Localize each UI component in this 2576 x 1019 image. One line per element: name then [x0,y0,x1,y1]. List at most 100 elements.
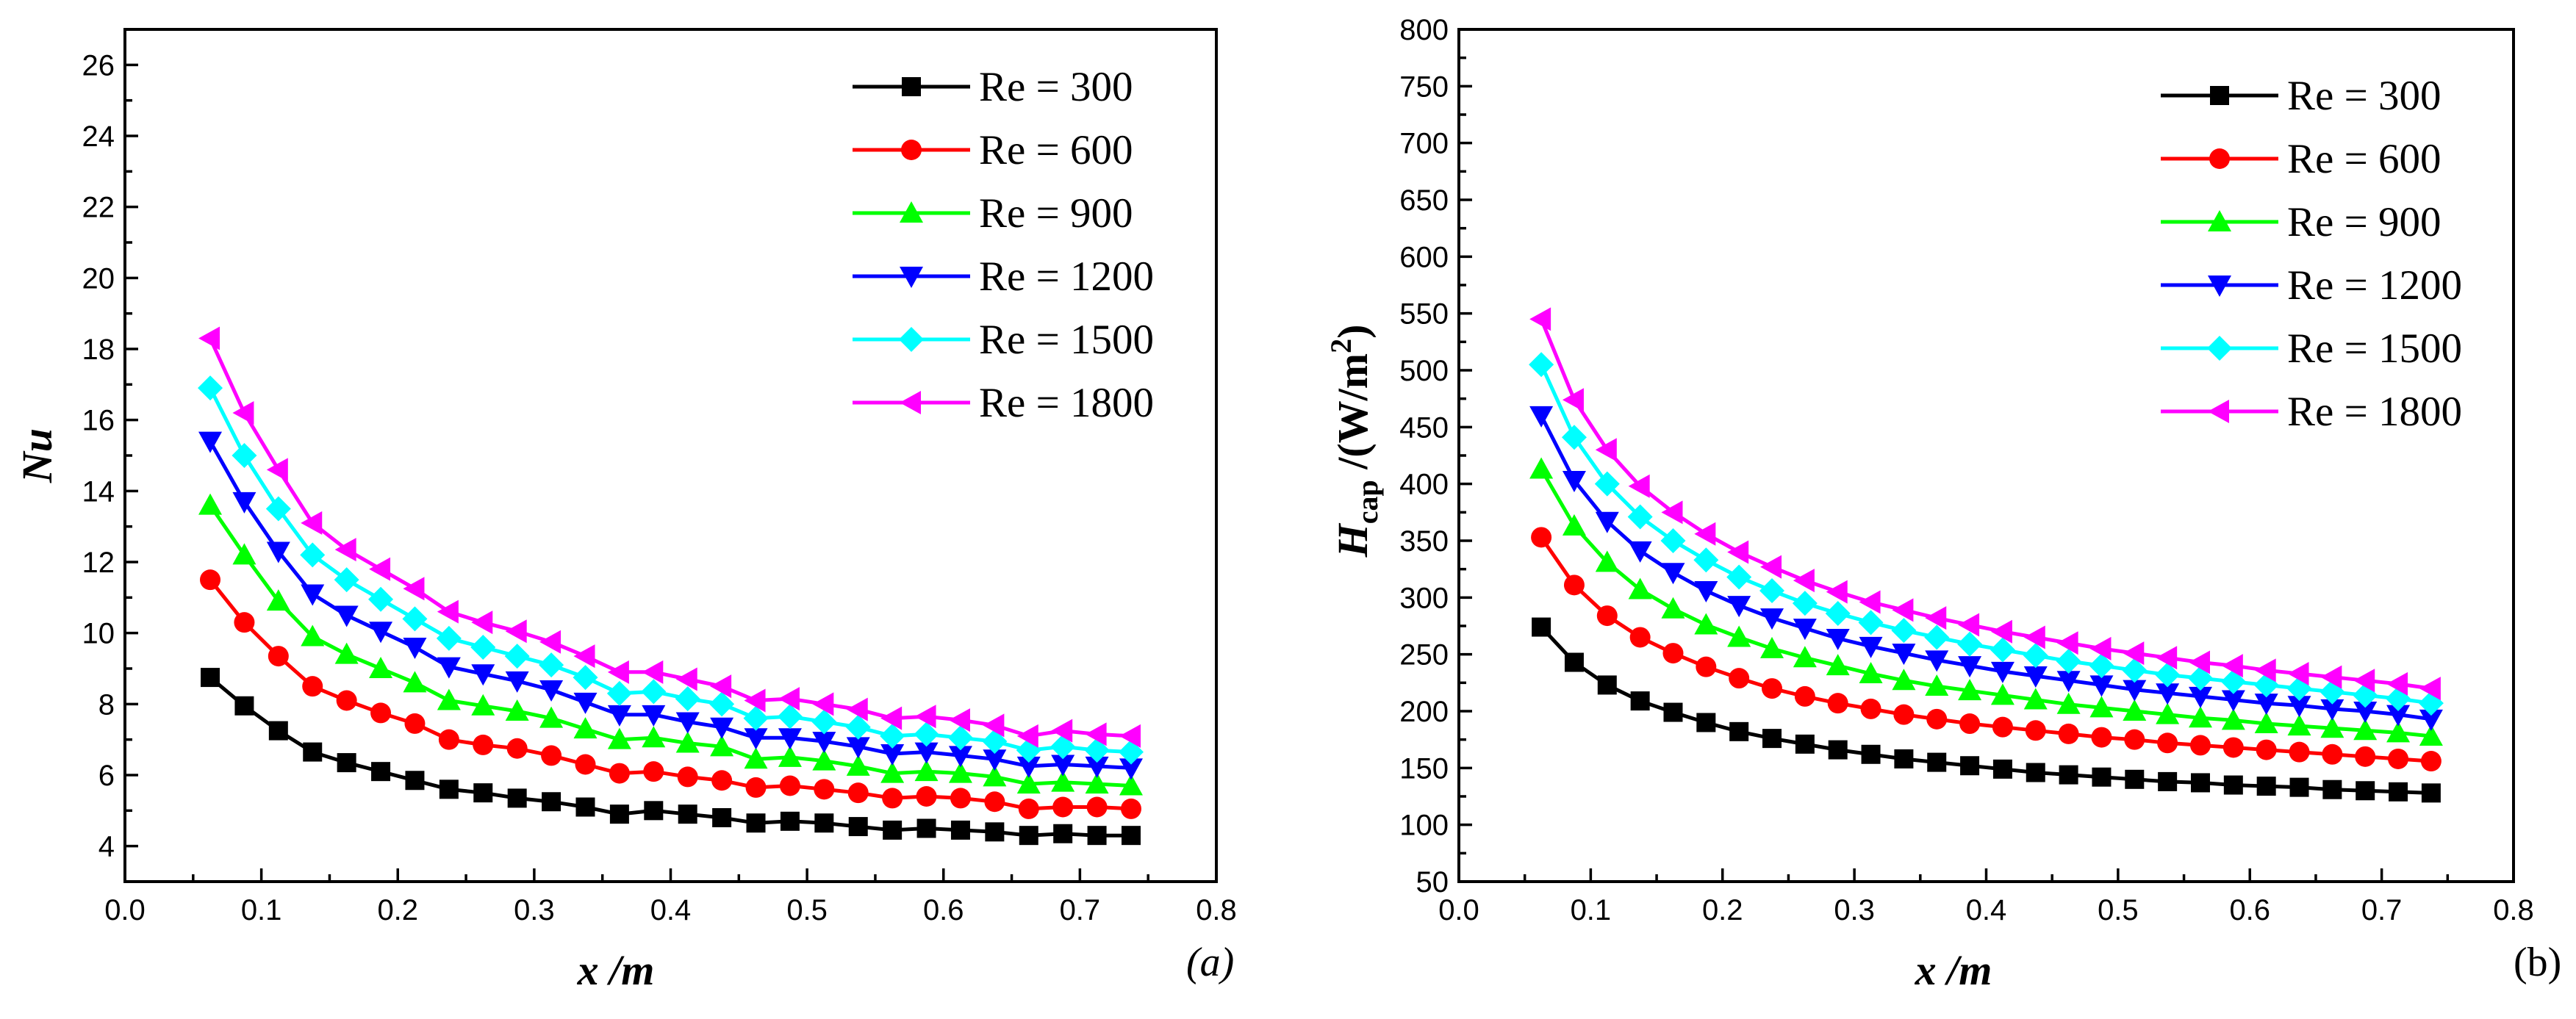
panel-b-data-point [1726,564,1752,590]
panel-a-legend-label: Re = 1800 [979,380,1154,426]
panel-b-data-point [2419,677,2441,701]
panel-b-data-point [1661,500,1683,525]
panel-b-data-point [1661,597,1685,619]
panel-a-data-point [470,635,496,660]
panel-b-legend-marker [2207,336,2232,361]
panel-b-data-point [2056,692,2081,714]
panel-a-data-point [200,569,221,591]
panel-b-data-point [2322,743,2343,765]
panel-b-data-point [1595,511,1619,533]
panel-a-data-point [266,458,288,482]
panel-a-data-point [573,717,598,739]
panel-b-data-point [1662,643,1684,664]
panel-a-x-tick-label: 0.3 [514,894,555,926]
panel-a-data-point [642,705,666,727]
panel-b-data-point [2056,671,2081,693]
panel-b-data-point [1729,721,1749,741]
panel-b-data-point [1958,613,1980,637]
panel-b-data-point [1959,713,1981,735]
panel-b-x-tick-label: 0.6 [2229,894,2270,926]
panel-b-data-point [2254,694,2278,716]
panel-b-x-axis-title: x /m [1915,946,1992,994]
panel-a-x-tick-label: 0.7 [1060,894,1101,926]
panel-a-data-point [778,687,800,711]
panel-a-data-point [1051,719,1073,743]
panel-b-label: (b) [2514,940,2561,985]
panel-a-data-point [845,714,871,740]
panel-b-legend-marker [2208,400,2229,423]
panel-a-data-point [369,657,393,678]
panel-b-x-tick-label: 0.8 [2493,894,2534,926]
panel-a-data-point [641,679,667,705]
panel-b-data-point [1760,555,1782,579]
panel-b-data-point [1826,654,1850,676]
panel-a-data-point [711,770,733,791]
panel-b-data-point [1628,474,1650,498]
panel-b-data-point [2188,706,2212,728]
panel-b-data-point [1828,740,1848,760]
panel-b-data-point [2190,773,2210,793]
panel-a-data-point [948,708,970,732]
panel-a-data-point [573,692,598,714]
panel-b-data-point [1795,734,1815,754]
panel-b-data-point [2089,696,2114,718]
panel-a-data-point [403,671,427,693]
panel-b-data-point [1561,425,1587,450]
panel-b-data-point [1992,759,2012,779]
panel-b-y-tick-label: 100 [1399,810,1449,842]
panel-b-series-line [1540,625,2431,795]
panel-b-data-point [1826,629,1850,651]
panel-a-data-point [678,804,697,824]
panel-b-plot-area: 0.0 0.1 0.2 0.3 0.4 0.5 0.6 0.7 0.8 50 100 150 200 25… [1399,14,2534,926]
panel-b-y-tick-label: 500 [1399,355,1449,387]
panel-a-series-line [208,440,1132,770]
panel-b-data-point [1630,691,1650,711]
panel-b-data-point [1694,581,1718,603]
panel-a-data-point [473,783,493,803]
panel-a-data-point [883,820,903,840]
panel-b-y-axis-title-main: H [1329,522,1377,558]
panel-a-data-point [777,704,803,730]
panel-b-data-point [1957,631,1983,657]
panel-b-series-line [1539,364,2432,705]
panel-a-data-point [814,779,835,800]
panel-a-data-point [675,686,700,712]
panel-a-data-point [471,694,495,716]
panel-a-data-point [880,744,905,766]
panel-a-data-point [916,818,936,838]
panel-b-data-point [1892,669,1916,691]
panel-a-data-point [198,493,223,515]
panel-a-data-point [573,644,595,669]
panel-b-data-point [1595,438,1617,462]
panel-a-data-point [505,671,529,693]
panel-a-y-tick-label: 6 [98,760,115,792]
panel-b-data-point [2320,665,2342,689]
panel-a-data-point [368,586,394,612]
panel-b-data-point [1727,596,1751,618]
panel-b-data-point [2122,658,2148,683]
panel-a-series-3 [198,493,1143,796]
panel-b-data-point [1860,698,1881,719]
panel-b-series-2 [1531,527,2442,772]
panel-a-data-point [232,443,257,468]
panel-b-data-point [1562,388,1584,412]
panel-b-y-axis-title-close: ) [1329,325,1377,339]
panel-a-data-point [504,644,530,669]
panel-a-data-point [880,706,903,730]
panel-a-x-axis-title: x /m [577,946,655,994]
panel-b-data-point [1595,550,1619,572]
panel-b-x-tick-label: 0.0 [1438,894,1479,926]
panel-b-data-point [2059,765,2078,785]
panel-b-data-point [1793,646,1817,668]
panel-a-x-tick-label: 0.1 [241,894,282,926]
panel-a-data-point [643,761,664,782]
panel-b-data-point [2388,748,2409,769]
panel-b-data-point [1628,541,1652,563]
panel-b-data-point [1958,656,1982,678]
panel-a-data-point [1119,758,1143,780]
panel-a-data-point [1119,774,1143,796]
panel-a-data-point [745,777,767,798]
panel-a-data-point [710,717,734,739]
panel-b-data-point [1960,756,1980,776]
panel-a-data-point [575,754,596,775]
